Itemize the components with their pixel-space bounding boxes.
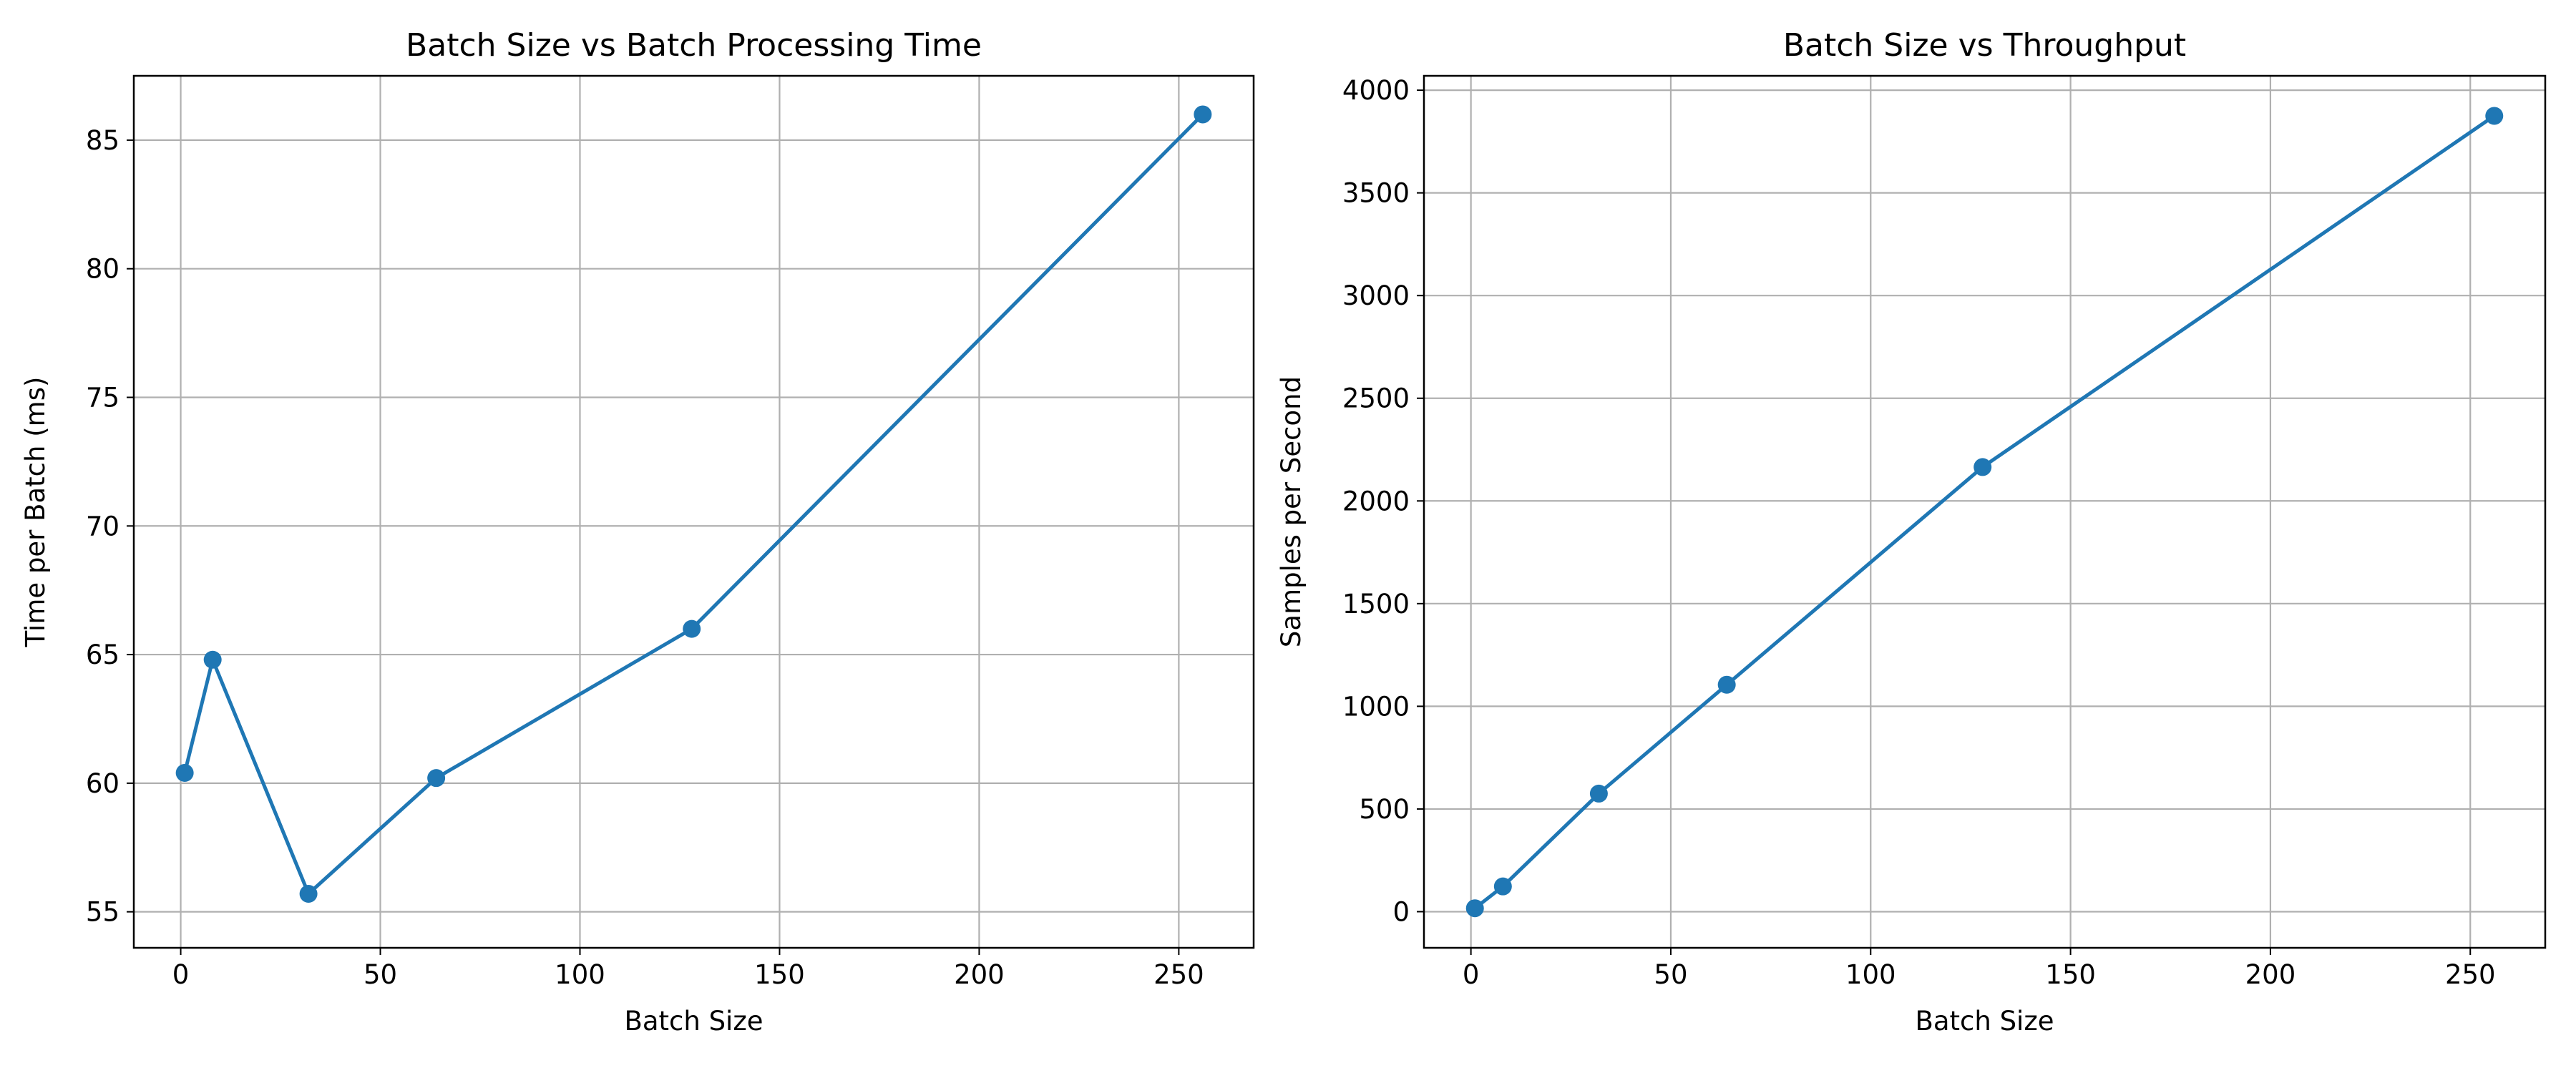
series-line-group [1465, 107, 2504, 918]
chart-throughput: 0 50 100 150 200 250 0 500 1000 1500 2000 2500 3000… [1276, 27, 2547, 1037]
x-tick-label: 0 [1463, 959, 1480, 990]
y-tick-label: 500 [1359, 794, 1410, 825]
data-point [203, 650, 222, 669]
x-tick-group: 0 50 100 150 200 250 [1463, 948, 2496, 990]
series-line [182, 113, 1204, 896]
x-tick-label: 100 [1845, 959, 1896, 990]
x-tick-label: 200 [2245, 959, 2296, 990]
y-tick-label: 85 [86, 125, 119, 156]
y-tick-group: 55 60 65 70 75 80 85 [86, 125, 134, 928]
x-tick-label: 250 [1153, 959, 1204, 990]
y-tick-label: 1000 [1342, 691, 1410, 722]
x-tick-label: 250 [2445, 959, 2496, 990]
data-point [683, 619, 701, 638]
y-tick-label: 65 [86, 640, 119, 670]
data-point [2485, 107, 2504, 125]
y-tick-group: 0 500 1000 1500 2000 2500 3000 3500 4000 [1342, 75, 1424, 927]
chart-title: Batch Size vs Throughput [1783, 27, 2186, 64]
x-tick-label: 50 [364, 959, 397, 990]
x-tick-label: 0 [172, 959, 190, 990]
chart-title: Batch Size vs Batch Processing Time [406, 27, 982, 64]
x-tick-label: 50 [1654, 959, 1687, 990]
y-tick-label: 70 [86, 511, 119, 542]
y-tick-label: 55 [86, 897, 119, 928]
plot-frame [1423, 74, 2547, 949]
data-point [427, 769, 446, 788]
y-tick-label: 80 [86, 254, 119, 285]
y-tick-label: 3500 [1342, 178, 1410, 209]
x-tick-label: 150 [754, 959, 805, 990]
grid-lines [1424, 76, 2545, 948]
y-tick-label: 75 [86, 382, 119, 413]
y-axis-label: Time per Batch (ms) [20, 377, 51, 648]
chart-batch-processing-time: 0 50 100 150 200 250 55 60 65 70 75 80 85 Batch Siz… [20, 27, 1255, 1037]
grid-lines [134, 76, 1254, 948]
data-point [1465, 899, 1484, 918]
data-point [1974, 458, 1992, 476]
x-axis-label: Batch Size [624, 1006, 763, 1037]
x-tick-group: 0 50 100 150 200 250 [172, 948, 1204, 990]
data-point [1194, 105, 1212, 124]
x-tick-label: 150 [2045, 959, 2096, 990]
y-tick-label: 2000 [1342, 486, 1410, 516]
data-point [175, 763, 194, 782]
x-tick-label: 100 [555, 959, 605, 990]
data-point [1717, 675, 1736, 694]
y-tick-label: 3000 [1342, 280, 1410, 311]
y-axis-label: Samples per Second [1276, 376, 1307, 647]
y-tick-label: 2500 [1342, 383, 1410, 414]
y-tick-label: 1500 [1342, 589, 1410, 619]
series-line-group [175, 105, 1212, 903]
y-tick-label: 4000 [1342, 75, 1410, 106]
x-tick-label: 200 [954, 959, 1005, 990]
y-tick-label: 60 [86, 768, 119, 799]
data-point [299, 884, 318, 903]
data-point [1493, 877, 1512, 896]
y-tick-label: 0 [1392, 896, 1410, 927]
plot-frame [132, 74, 1255, 949]
data-point [1589, 784, 1608, 803]
x-axis-label: Batch Size [1915, 1006, 2054, 1037]
